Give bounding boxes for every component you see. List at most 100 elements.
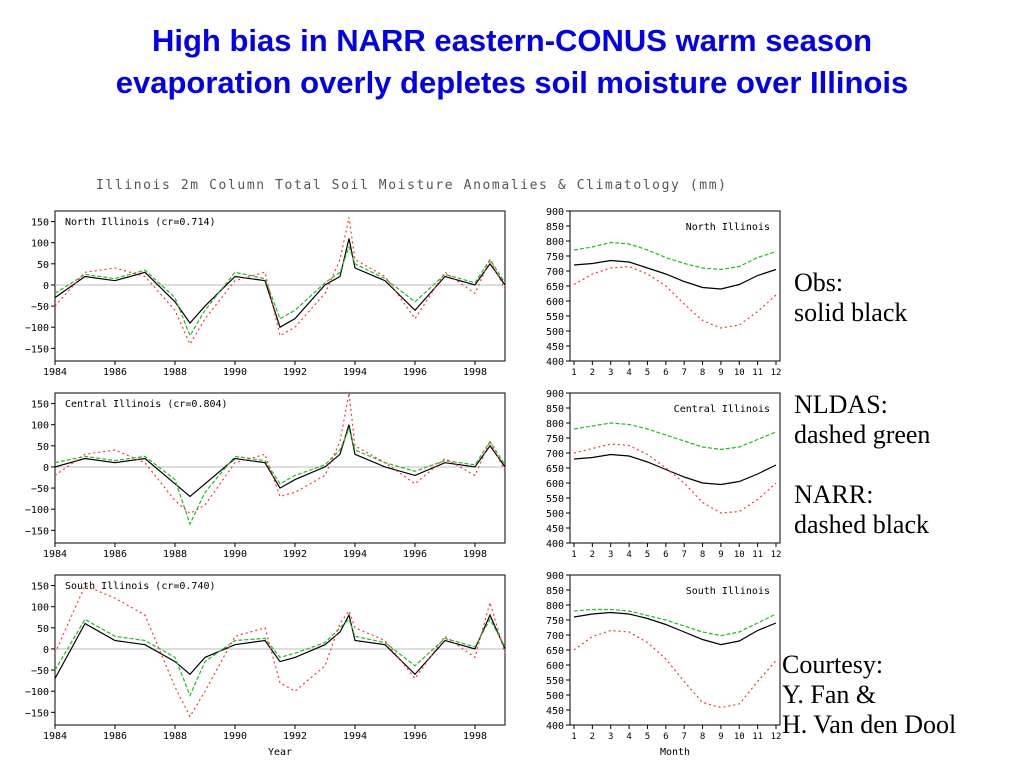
y-tick-label: 800 — [546, 419, 564, 430]
x-tick-label: 1994 — [343, 549, 367, 560]
narr-desc: dashed black — [794, 510, 930, 539]
y-tick-label: −150 — [25, 708, 49, 719]
y-tick-label: −150 — [25, 526, 49, 537]
series-line-nldas — [573, 608, 777, 637]
courtesy-line1: Courtesy: — [782, 650, 884, 679]
x-tick-label: 1986 — [103, 731, 127, 742]
y-tick-label: 50 — [37, 260, 49, 271]
y-tick-label: 500 — [546, 327, 564, 338]
x-tick-label: 7 — [681, 368, 686, 378]
courtesy-line2: Y. Fan & — [782, 680, 877, 709]
central-illinois-anomaly-chart: 150 100 50 0 −50 −100 −150 1984 1986 1988 1990 1992… — [25, 392, 506, 560]
y-tick-label: 650 — [546, 464, 564, 475]
x-tick-label: 1990 — [223, 731, 247, 742]
slide-title-line1: High bias in NARR eastern-CONUS warm sea… — [151, 23, 873, 58]
x-tick-label: 10 — [734, 550, 745, 560]
y-tick-label: −150 — [25, 344, 49, 355]
x-tick-label: 3 — [608, 732, 613, 742]
y-tick-label: 650 — [546, 646, 564, 657]
x-tick-label: 7 — [681, 550, 686, 560]
plot-frame — [54, 574, 506, 726]
x-tick-label: 1 — [571, 550, 576, 560]
x-tick-label: 10 — [734, 368, 745, 378]
x-tick-label: 1992 — [283, 731, 307, 742]
y-tick-label: 50 — [37, 442, 49, 453]
plot-frame — [54, 210, 506, 362]
y-tick-label: 450 — [546, 706, 564, 717]
x-tick-label: 5 — [645, 550, 650, 560]
x-tick-label: 1998 — [463, 549, 487, 560]
series-line-nldas — [54, 618, 506, 697]
series-line-obs — [573, 259, 777, 290]
x-tick-label: 6 — [663, 550, 668, 560]
figure-title: Illinois 2m Column Total Soil Moisture A… — [96, 178, 728, 193]
y-tick-label: −100 — [25, 687, 49, 698]
courtesy-notes: Courtesy: Y. Fan & H. Van den Dool — [782, 650, 956, 740]
x-tick-label: 1984 — [43, 367, 67, 378]
y-tick-label: 500 — [546, 509, 564, 520]
y-tick-label: 700 — [546, 449, 564, 460]
panel-title: Central Illinois — [674, 404, 770, 415]
y-tick-label: 450 — [546, 342, 564, 353]
x-axis-label: Month — [660, 747, 690, 758]
x-tick-label: 8 — [700, 550, 705, 560]
x-tick-label: 1996 — [403, 367, 427, 378]
y-tick-label: 700 — [546, 631, 564, 642]
x-tick-label: 12 — [771, 550, 782, 560]
x-tick-label: 6 — [663, 368, 668, 378]
x-tick-label: 1998 — [463, 731, 487, 742]
x-tick-label: 1988 — [163, 549, 187, 560]
south-illinois-anomaly-chart: 150 100 50 0 −50 −100 −150 1984 1986 1988 1990 1992… — [25, 574, 506, 758]
plot-frame — [54, 392, 506, 544]
series-line-nldas — [54, 245, 506, 337]
panel-title: Central Illinois (cr=0.804) — [65, 399, 228, 410]
x-tick-label: 1990 — [223, 367, 247, 378]
y-tick-label: 650 — [546, 282, 564, 293]
series-line-narr — [54, 392, 506, 515]
y-tick-label: 400 — [546, 539, 564, 550]
x-tick-label: 6 — [663, 732, 668, 742]
x-tick-label: 4 — [626, 732, 631, 742]
panel-title: North Illinois — [686, 222, 770, 233]
x-tick-label: 1996 — [403, 731, 427, 742]
x-tick-label: 11 — [752, 732, 763, 742]
y-tick-label: 900 — [546, 571, 564, 582]
y-tick-label: 850 — [546, 222, 564, 233]
plot-frame — [569, 210, 781, 362]
series-line-narr — [54, 217, 506, 346]
y-tick-label: 400 — [546, 721, 564, 732]
y-tick-label: −50 — [31, 666, 49, 677]
obs-label: Obs: — [794, 268, 844, 297]
x-tick-label: 12 — [771, 368, 782, 378]
x-tick-label: 1986 — [103, 367, 127, 378]
legend-notes: Obs: solid black NLDAS: dashed green NAR… — [794, 268, 930, 540]
slide-title: High bias in NARR eastern-CONUS warm sea… — [0, 20, 1024, 104]
y-tick-label: 0 — [43, 645, 49, 656]
y-tick-label: 700 — [546, 267, 564, 278]
y-tick-label: −100 — [25, 505, 49, 516]
nldas-label: NLDAS: — [794, 390, 888, 419]
x-tick-label: 7 — [681, 732, 686, 742]
y-tick-label: 50 — [37, 624, 49, 635]
x-tick-label: 2 — [590, 732, 595, 742]
x-tick-label: 1990 — [223, 549, 247, 560]
y-tick-label: 150 — [31, 582, 49, 593]
x-tick-label: 3 — [608, 550, 613, 560]
y-tick-label: 450 — [546, 524, 564, 535]
series-line-obs — [54, 613, 506, 679]
y-tick-label: 900 — [546, 207, 564, 218]
x-tick-label: 1986 — [103, 549, 127, 560]
y-tick-label: 750 — [546, 616, 564, 627]
x-tick-label: 8 — [700, 732, 705, 742]
x-tick-label: 1994 — [343, 731, 367, 742]
y-tick-label: 600 — [546, 479, 564, 490]
nldas-desc: dashed green — [794, 420, 931, 449]
y-tick-label: 400 — [546, 357, 564, 368]
y-tick-label: 150 — [31, 400, 49, 411]
plot-frame — [569, 392, 781, 544]
x-tick-label: 1988 — [163, 367, 187, 378]
y-tick-label: 150 — [31, 218, 49, 229]
series-line-obs — [573, 453, 777, 486]
y-tick-label: 750 — [546, 252, 564, 263]
